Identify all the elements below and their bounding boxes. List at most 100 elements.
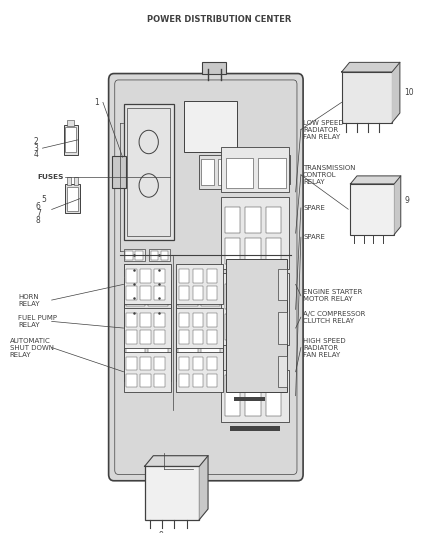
Bar: [278, 312, 287, 344]
Bar: [201, 285, 220, 306]
Bar: [151, 280, 158, 288]
Bar: [193, 313, 203, 327]
Bar: [221, 273, 289, 345]
Bar: [125, 309, 133, 317]
Bar: [176, 308, 223, 348]
Bar: [178, 309, 198, 330]
Bar: [258, 158, 286, 188]
Bar: [67, 120, 74, 126]
Bar: [161, 280, 168, 288]
Bar: [125, 294, 133, 303]
Bar: [154, 313, 165, 327]
Bar: [193, 374, 203, 387]
Bar: [148, 333, 168, 354]
Bar: [201, 357, 220, 378]
Text: LOW SPEED
RADIATOR
FAN RELAY: LOW SPEED RADIATOR FAN RELAY: [303, 119, 344, 140]
Bar: [140, 313, 151, 327]
Bar: [154, 357, 165, 370]
Bar: [179, 357, 189, 370]
Bar: [176, 352, 223, 392]
Bar: [179, 330, 189, 344]
Text: SPARE: SPARE: [303, 205, 325, 211]
Text: HIGH SPEED
RADIATOR
FAN RELAY: HIGH SPEED RADIATOR FAN RELAY: [303, 337, 346, 358]
Bar: [201, 309, 220, 330]
Bar: [266, 314, 281, 340]
Text: 2: 2: [33, 138, 38, 146]
Text: 10: 10: [404, 88, 414, 97]
Bar: [151, 265, 158, 274]
Bar: [126, 269, 137, 283]
Bar: [193, 330, 203, 344]
Bar: [179, 374, 189, 387]
Bar: [161, 265, 168, 274]
Bar: [140, 286, 151, 300]
Bar: [154, 330, 165, 344]
Bar: [245, 284, 261, 309]
Bar: [161, 294, 168, 303]
Bar: [126, 286, 137, 300]
Bar: [201, 159, 214, 185]
Bar: [67, 187, 78, 211]
Bar: [221, 370, 289, 422]
Bar: [225, 207, 240, 233]
Bar: [151, 294, 158, 303]
Text: A/C COMPRESSOR
CLUTCH RELAY: A/C COMPRESSOR CLUTCH RELAY: [303, 311, 365, 324]
Bar: [140, 269, 151, 283]
Bar: [184, 101, 237, 152]
Bar: [278, 269, 287, 300]
Bar: [65, 184, 80, 213]
Bar: [207, 286, 217, 300]
Bar: [124, 352, 171, 392]
Bar: [140, 357, 151, 370]
Text: 6: 6: [36, 202, 41, 211]
Bar: [124, 307, 145, 319]
Bar: [245, 238, 261, 264]
Polygon shape: [199, 456, 208, 520]
Bar: [201, 333, 220, 354]
Bar: [140, 374, 151, 387]
Bar: [135, 280, 143, 288]
Bar: [112, 156, 126, 188]
Bar: [148, 285, 168, 306]
Bar: [135, 265, 143, 274]
Bar: [161, 309, 168, 317]
Bar: [148, 357, 168, 378]
Bar: [145, 466, 199, 520]
Bar: [125, 265, 133, 274]
Bar: [126, 333, 145, 354]
Text: AUTOMATIC
SHUT DOWN
RELAY: AUTOMATIC SHUT DOWN RELAY: [10, 337, 53, 358]
Bar: [124, 278, 145, 290]
Bar: [154, 269, 165, 283]
Bar: [126, 285, 145, 306]
Bar: [149, 307, 170, 319]
Bar: [125, 251, 133, 260]
Bar: [148, 309, 168, 330]
Text: TRANSMISSION
CONTROL
RELAY: TRANSMISSION CONTROL RELAY: [303, 165, 356, 185]
Text: 3: 3: [33, 144, 38, 152]
Bar: [276, 157, 288, 181]
Text: POWER DISTRIBUTION CENTER: POWER DISTRIBUTION CENTER: [147, 15, 291, 24]
Bar: [161, 251, 168, 260]
Bar: [176, 280, 223, 381]
Bar: [151, 251, 158, 260]
Bar: [266, 375, 281, 416]
Bar: [207, 313, 217, 327]
Text: FUSES: FUSES: [37, 174, 64, 180]
Text: 9: 9: [404, 196, 409, 205]
Bar: [127, 108, 170, 236]
Bar: [67, 177, 71, 185]
Bar: [225, 284, 240, 309]
Bar: [245, 207, 261, 233]
Bar: [278, 356, 287, 387]
Bar: [126, 374, 137, 387]
Bar: [178, 357, 198, 378]
Bar: [124, 308, 171, 348]
Text: FUEL PUMP
RELAY: FUEL PUMP RELAY: [18, 315, 57, 328]
Bar: [179, 286, 189, 300]
Polygon shape: [392, 62, 400, 123]
Bar: [350, 184, 394, 235]
Text: 8: 8: [36, 216, 41, 224]
Bar: [225, 314, 240, 340]
Bar: [193, 286, 203, 300]
Bar: [135, 251, 143, 260]
